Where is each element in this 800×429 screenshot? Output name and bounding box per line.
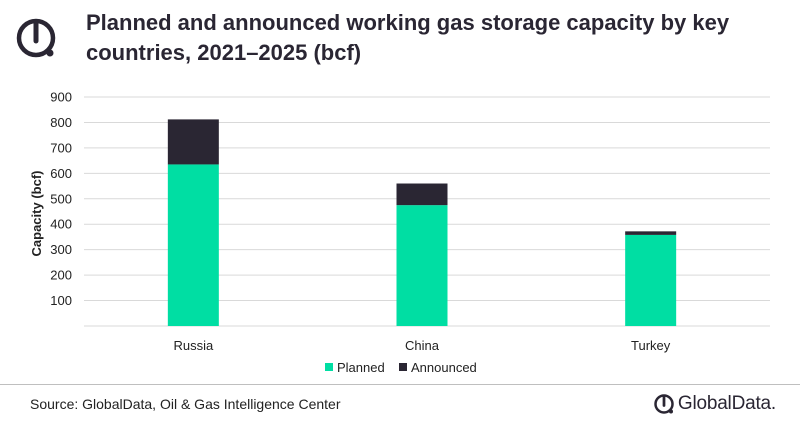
bar-announced-turkey xyxy=(625,231,677,235)
legend-announced-swatch xyxy=(399,363,407,371)
x-tick-label: China xyxy=(405,338,440,353)
bar-announced-china xyxy=(396,183,448,206)
y-tick-label: 800 xyxy=(50,115,72,130)
y-tick-label: 400 xyxy=(50,217,72,232)
footer-divider xyxy=(0,384,800,385)
y-tick-label: 500 xyxy=(50,191,72,206)
bar-planned-china xyxy=(396,205,448,326)
y-tick-label: 900 xyxy=(50,90,72,105)
y-tick-label: 200 xyxy=(50,268,72,283)
y-tick-label: 700 xyxy=(50,140,72,155)
brand-name: GlobalData. xyxy=(677,393,776,414)
x-tick-label: Turkey xyxy=(631,338,671,353)
y-tick-label: 100 xyxy=(50,293,72,308)
chart-title: Planned and announced working gas storag… xyxy=(86,10,730,65)
globaldata-brand-icon xyxy=(654,394,674,414)
bar-planned-russia xyxy=(167,164,219,326)
stacked-bar-chart: 100 200 300 400 500 600 700 800 900 Capacity (bcf… xyxy=(29,90,770,375)
y-tick-label: 300 xyxy=(50,242,72,257)
x-tick-label: Russia xyxy=(173,338,214,353)
y-axis-title: Capacity (bcf) xyxy=(29,171,44,257)
legend-planned-label: Planned xyxy=(337,360,385,375)
source-note: Source: GlobalData, Oil & Gas Intelligen… xyxy=(30,396,341,412)
bar-announced-russia xyxy=(167,119,219,165)
bar-planned-turkey xyxy=(625,234,677,326)
globaldata-logo-icon xyxy=(16,18,56,58)
brand-logo: GlobalData. xyxy=(653,393,776,415)
y-tick-label: 600 xyxy=(50,166,72,181)
legend-announced-label: Announced xyxy=(411,360,477,375)
legend-planned-swatch xyxy=(325,363,333,371)
